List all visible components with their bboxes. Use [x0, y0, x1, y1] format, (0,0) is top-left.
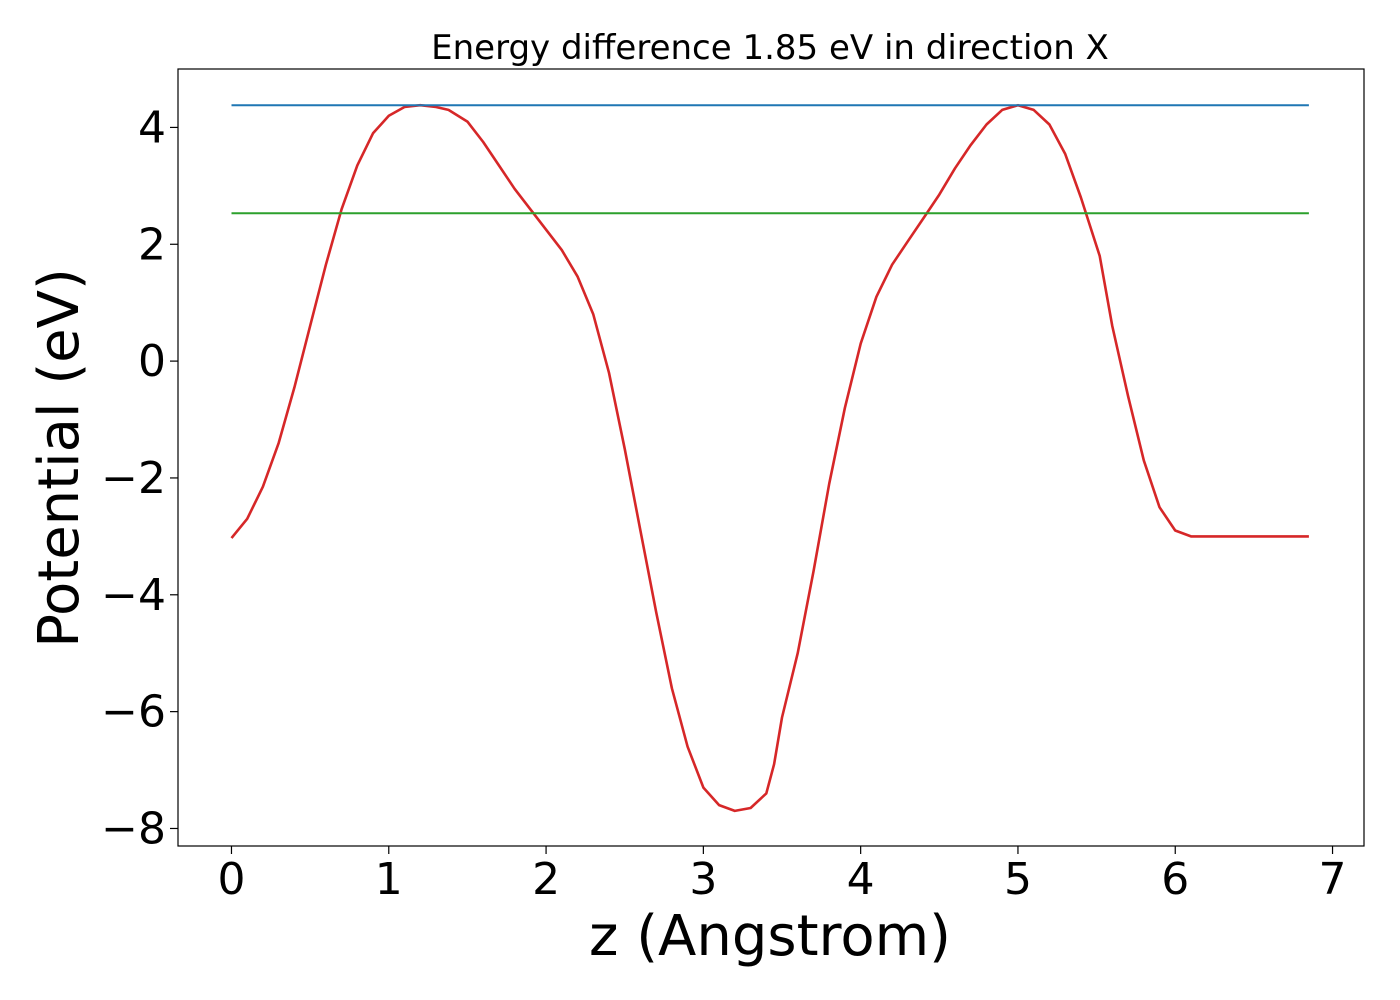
y-tick-label: −4: [101, 570, 166, 621]
chart-title: Energy difference 1.85 eV in direction X: [431, 28, 1109, 68]
plot-area: [230, 103, 1309, 813]
x-axis: 0 1 2 3 4 5 6 7: [217, 846, 1347, 905]
x-tick-label: 2: [532, 854, 560, 905]
y-tick-label: −6: [101, 687, 166, 738]
x-tick-label: 3: [689, 854, 717, 905]
x-tick-label: 5: [1004, 854, 1032, 905]
y-tick-label: 2: [138, 219, 166, 270]
y-axis: −8 −6 −4 −2 0 2 4: [101, 102, 178, 854]
x-tick-label: 4: [847, 854, 875, 905]
y-tick-label: −8: [101, 803, 166, 854]
x-tick-label: 6: [1161, 854, 1189, 905]
y-tick-label: 0: [138, 336, 166, 387]
plot-frame: [177, 68, 1365, 847]
x-axis-label: z (Angstrom): [589, 904, 951, 969]
y-tick-label: −2: [101, 453, 166, 504]
y-axis-label: Potential (eV): [27, 268, 92, 648]
x-tick-label: 0: [217, 854, 245, 905]
x-tick-label: 1: [375, 854, 403, 905]
x-tick-label: 7: [1319, 854, 1347, 905]
y-tick-label: 4: [138, 102, 166, 153]
